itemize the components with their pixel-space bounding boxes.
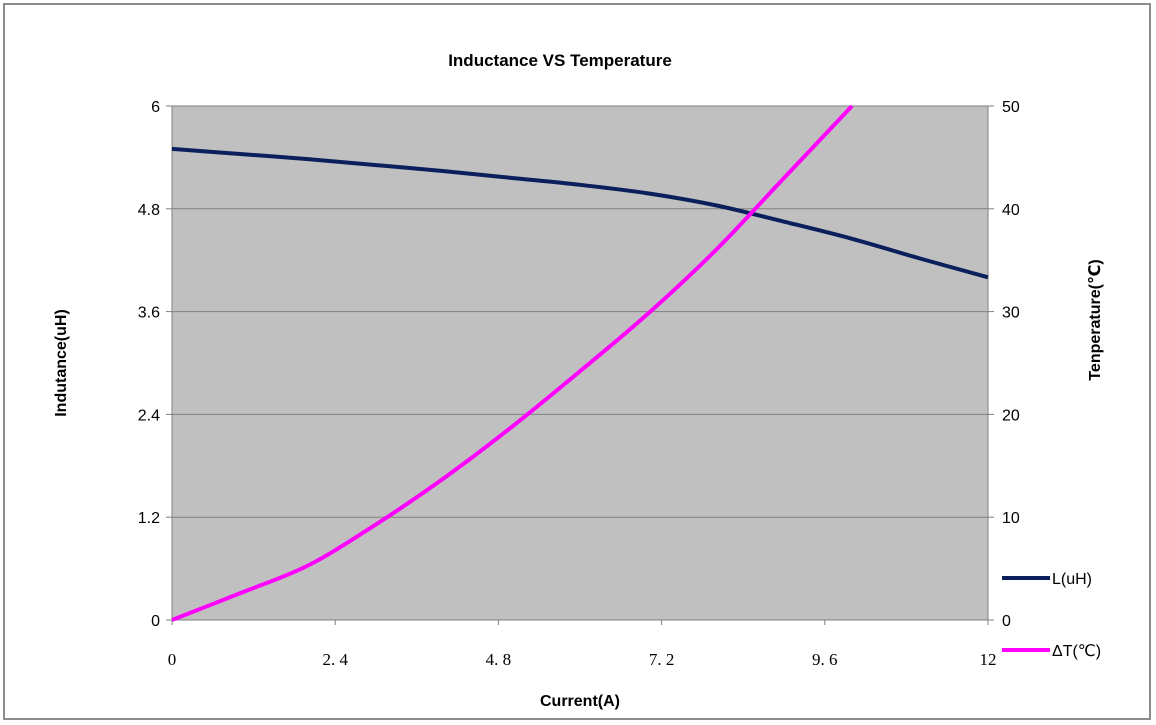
y-left-tick-label: 3.6 — [138, 305, 160, 322]
y-left-tick-label: 2.4 — [138, 407, 160, 424]
legend-label: L(uH) — [1052, 571, 1092, 588]
y-right-tick-label: 10 — [1002, 510, 1020, 527]
series-line-temperature — [171, 104, 854, 622]
x-tick-label: 0 — [168, 650, 177, 669]
y-left-tick-label: 6 — [151, 99, 160, 116]
y-right-axis-title: Tenperature(℃) — [1087, 259, 1104, 380]
x-tick-label: 4. 8 — [486, 650, 512, 669]
x-tick-labels: 0 2. 4 4. 8 7. 2 9. 6 12 — [168, 650, 997, 669]
series-layer — [171, 104, 989, 622]
y-left-tick-labels: 0 1.2 2.4 3.6 4.8 6 — [138, 99, 160, 630]
y-left-tick-label: 1.2 — [138, 510, 160, 527]
x-tick-label: 12 — [980, 650, 997, 669]
axes — [166, 105, 994, 625]
y-right-tick-labels: 0 10 20 30 40 50 — [1002, 99, 1020, 630]
chart-title: Inductance VS Temperature — [448, 51, 672, 70]
y-right-tick-label: 50 — [1002, 99, 1020, 116]
plot-area — [172, 106, 988, 620]
y-left-axis-title: Indutance(uH) — [53, 309, 70, 417]
y-right-tick-label: 0 — [1002, 613, 1011, 630]
x-tick-label: 9. 6 — [812, 650, 838, 669]
y-right-tick-label: 30 — [1002, 305, 1020, 322]
series-line-inductance — [171, 146, 989, 280]
y-right-tick-label: 20 — [1002, 407, 1020, 424]
y-right-tick-label: 40 — [1002, 202, 1020, 219]
x-tick-label: 7. 2 — [649, 650, 675, 669]
legend-label: ΔT(℃) — [1052, 643, 1101, 660]
y-left-tick-label: 4.8 — [138, 202, 160, 219]
x-tick-label: 2. 4 — [322, 650, 348, 669]
x-axis-title: Current(A) — [540, 693, 620, 710]
legend: L(uH) ΔT(℃) — [1002, 571, 1101, 660]
y-left-tick-label: 0 — [151, 613, 160, 630]
